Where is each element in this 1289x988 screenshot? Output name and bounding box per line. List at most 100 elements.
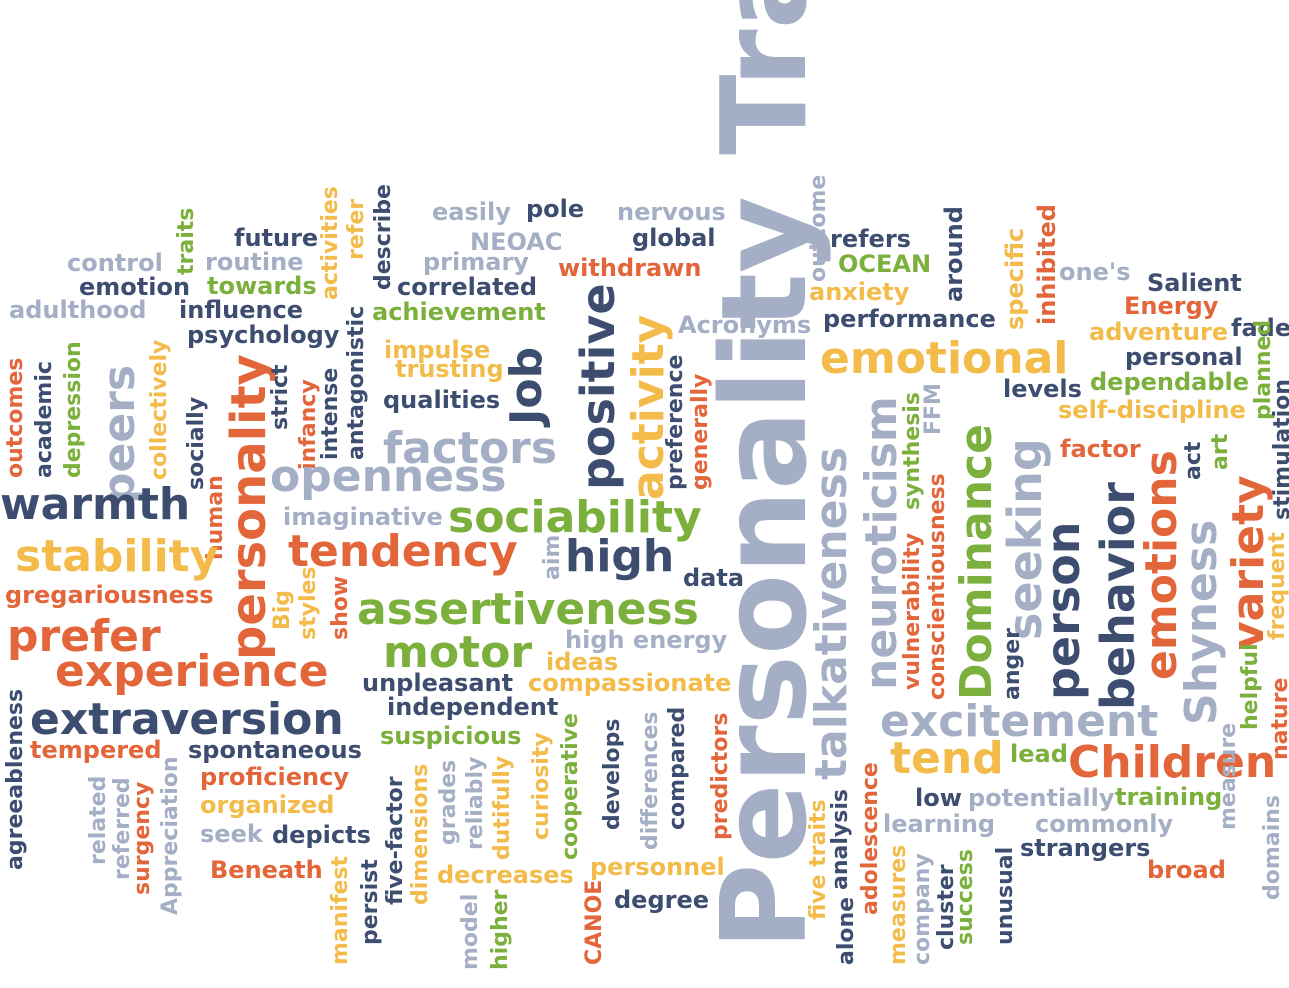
word-preference: preference — [663, 354, 688, 490]
word-big: Big — [270, 589, 295, 630]
word-degree: degree — [614, 886, 710, 914]
word-achievement: achievement — [372, 298, 546, 326]
word-compared: compared — [665, 706, 690, 830]
word-global: global — [632, 224, 716, 252]
word-tempered: tempered — [30, 736, 162, 764]
word-show: show — [328, 575, 353, 640]
word-personality: personality — [221, 354, 277, 660]
word-grades: grades — [436, 759, 461, 845]
word-around: around — [940, 206, 968, 302]
word-five-factor: five-factor — [383, 776, 408, 905]
word-conscientiousness: conscientiousness — [925, 473, 950, 700]
word-dimensions: dimensions — [408, 763, 433, 905]
word-fade: fade — [1231, 314, 1289, 342]
word-intense: intense — [318, 367, 343, 460]
word-excitement: excitement — [880, 696, 1159, 747]
word-levels: levels — [1003, 375, 1082, 403]
word-outcome: outcome — [806, 174, 831, 282]
word-shyness: Shyness — [1176, 519, 1227, 725]
word-differences: differences — [638, 711, 663, 850]
word-adulthood: adulthood — [9, 296, 147, 324]
word-generally: generally — [688, 373, 713, 490]
word-helpful: helpful — [1238, 643, 1263, 730]
word-beneath: Beneath — [210, 856, 323, 884]
word-surgency: surgency — [130, 781, 155, 895]
word-refer: refer — [344, 198, 369, 260]
word-lead: lead — [1010, 740, 1068, 768]
word-persist: persist — [358, 859, 383, 945]
word-strangers: strangers — [1020, 834, 1151, 862]
word-factor: factor — [1060, 435, 1141, 463]
word-alone: alone — [834, 896, 859, 965]
word-routine: routine — [205, 248, 304, 276]
word-independent: independent — [387, 693, 559, 721]
word-develops: develops — [600, 718, 625, 830]
word-talkativeness: talkativeness — [806, 447, 857, 780]
word-easily: easily — [432, 198, 511, 226]
word-impulse: impulse — [384, 336, 491, 364]
word-children: Children — [1068, 737, 1277, 788]
word-describe: describe — [371, 184, 396, 290]
word-collectively: collectively — [147, 339, 172, 480]
word-experience: experience — [55, 646, 329, 697]
word-self-discipline: self-discipline — [1058, 396, 1246, 424]
word-behavior: behavior — [1091, 482, 1145, 710]
word-strict: strict — [268, 364, 293, 430]
word-motor: motor — [383, 627, 533, 678]
word-withdrawn: withdrawn — [558, 254, 702, 282]
word-compassionate: compassionate — [528, 669, 732, 697]
word-antagonistic: antagonistic — [344, 305, 369, 460]
word-learning: learning — [883, 810, 996, 838]
word-neoac: NEOAC — [470, 228, 563, 256]
word-low: low — [915, 784, 962, 812]
word-company: company — [910, 853, 935, 965]
word-emotion: emotion — [79, 273, 191, 301]
word-decreases: decreases — [437, 861, 574, 889]
word-dominance: Dominance — [951, 424, 1002, 700]
word-aim: aim — [540, 534, 565, 580]
word-nervous: nervous — [617, 198, 726, 226]
word-manifest: manifest — [328, 855, 353, 965]
word-high-energy: high energy — [565, 626, 728, 654]
word-tend: tend — [890, 733, 1004, 784]
word-vulnerability: vulnerability — [900, 532, 925, 690]
word-job: Job — [501, 346, 552, 425]
word-assertiveness: assertiveness — [357, 584, 699, 635]
word-activities: activities — [318, 186, 343, 300]
word-higher: higher — [488, 889, 513, 970]
word-ocean: OCEAN — [838, 250, 932, 278]
word-proficiency: proficiency — [200, 763, 349, 791]
word-person: person — [1036, 521, 1090, 700]
word-broad: broad — [1147, 856, 1226, 884]
word-traits: traits — [174, 207, 199, 275]
word-styles: styles — [296, 566, 321, 640]
word-measures: measures — [886, 844, 911, 965]
word-canoe: CANOE — [582, 879, 607, 965]
word-organized: organized — [200, 791, 335, 819]
word-towards: towards — [207, 272, 317, 300]
word-adolescence: adolescence — [858, 762, 883, 915]
word-ideas: ideas — [546, 648, 619, 676]
word-warmth: warmth — [0, 479, 191, 530]
word-salient: Salient — [1147, 269, 1242, 297]
word-acronyms: Acronyms — [678, 311, 812, 339]
word-imaginative: imaginative — [283, 503, 443, 531]
word-outcomes: outcomes — [3, 357, 28, 478]
word-anxiety: anxiety — [809, 278, 910, 306]
word-cooperative: cooperative — [558, 713, 583, 860]
word-seek: seek — [200, 820, 263, 848]
word-personal: personal — [1125, 343, 1243, 371]
word-success: success — [953, 849, 978, 945]
word-prefer: prefer — [7, 611, 161, 662]
word-academic: academic — [32, 361, 57, 478]
word-sociability: sociability — [448, 492, 702, 543]
word-spontaneous: spontaneous — [188, 736, 362, 764]
word-stimulation: stimulation — [1270, 379, 1289, 520]
word-personnel: personnel — [590, 853, 725, 881]
word-data: data — [683, 564, 745, 592]
word-art: art — [1208, 433, 1233, 470]
word-agreeableness: agreeableness — [3, 688, 28, 870]
word-refers: refers — [830, 225, 911, 253]
word-gregariousness: gregariousness — [5, 581, 214, 609]
word-appreciation: Appreciation — [158, 756, 183, 915]
